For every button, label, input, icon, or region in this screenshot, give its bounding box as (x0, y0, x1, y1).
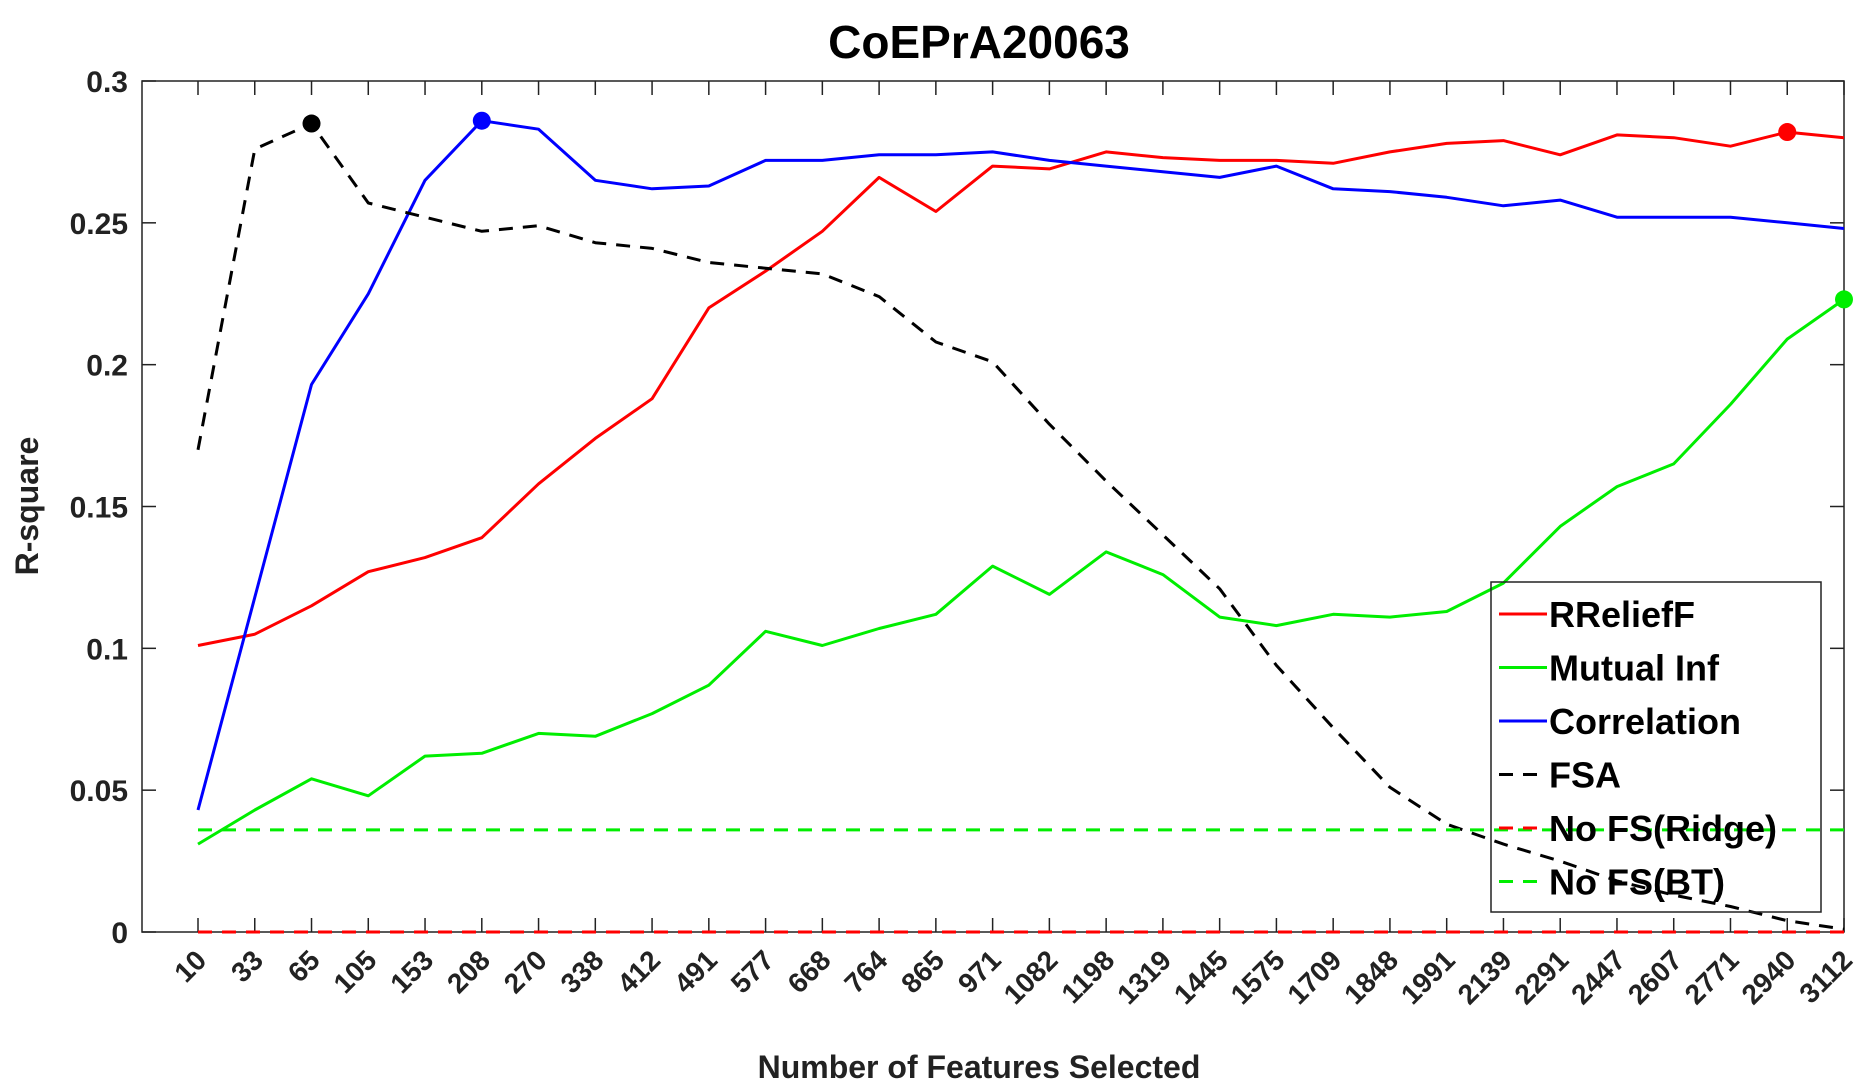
legend-label-2: Correlation (1549, 701, 1741, 742)
series-line-1 (197, 298, 1845, 846)
legend-label-0: RReliefF (1549, 594, 1695, 635)
series-markers (302, 111, 1853, 309)
axis-ticks (142, 80, 1845, 933)
y-tick-labels: 0 0.05 0.1 0.15 0.2 0.25 0.3 (70, 66, 128, 950)
plot-area (141, 80, 1853, 934)
legend: RReliefF Mutual Inf Correlation FSA No FS(Ri… (1490, 581, 1822, 913)
y-tick-label: 0.2 (86, 350, 128, 383)
series-lines (196, 119, 1845, 934)
y-tick-label: 0.3 (86, 66, 128, 99)
legend-label-5: No FS(BT) (1549, 862, 1725, 903)
y-tick-label: 0.1 (86, 633, 128, 666)
y-tick-label: 0.25 (70, 208, 128, 241)
legend-label-1: Mutual Inf (1549, 648, 1720, 689)
y-axis-label: R-square (9, 437, 45, 576)
series-line-3 (196, 122, 1845, 931)
series-line-0 (197, 130, 1845, 647)
series-marker-3 (302, 114, 321, 133)
legend-label-4: No FS(Ridge) (1549, 808, 1777, 849)
chart-title: CoEPrA20063 (828, 16, 1130, 68)
x-axis-label: Number of Features Selected (758, 1049, 1201, 1085)
y-tick-label: 0 (111, 917, 128, 950)
y-tick-label: 0.05 (70, 775, 128, 808)
legend-box (1490, 581, 1822, 913)
series-marker-1 (1835, 290, 1853, 309)
series-marker-0 (1778, 123, 1797, 142)
y-tick-label: 0.15 (70, 492, 128, 525)
legend-label-3: FSA (1549, 755, 1621, 796)
series-marker-2 (472, 111, 491, 130)
series-line-2 (196, 119, 1845, 811)
